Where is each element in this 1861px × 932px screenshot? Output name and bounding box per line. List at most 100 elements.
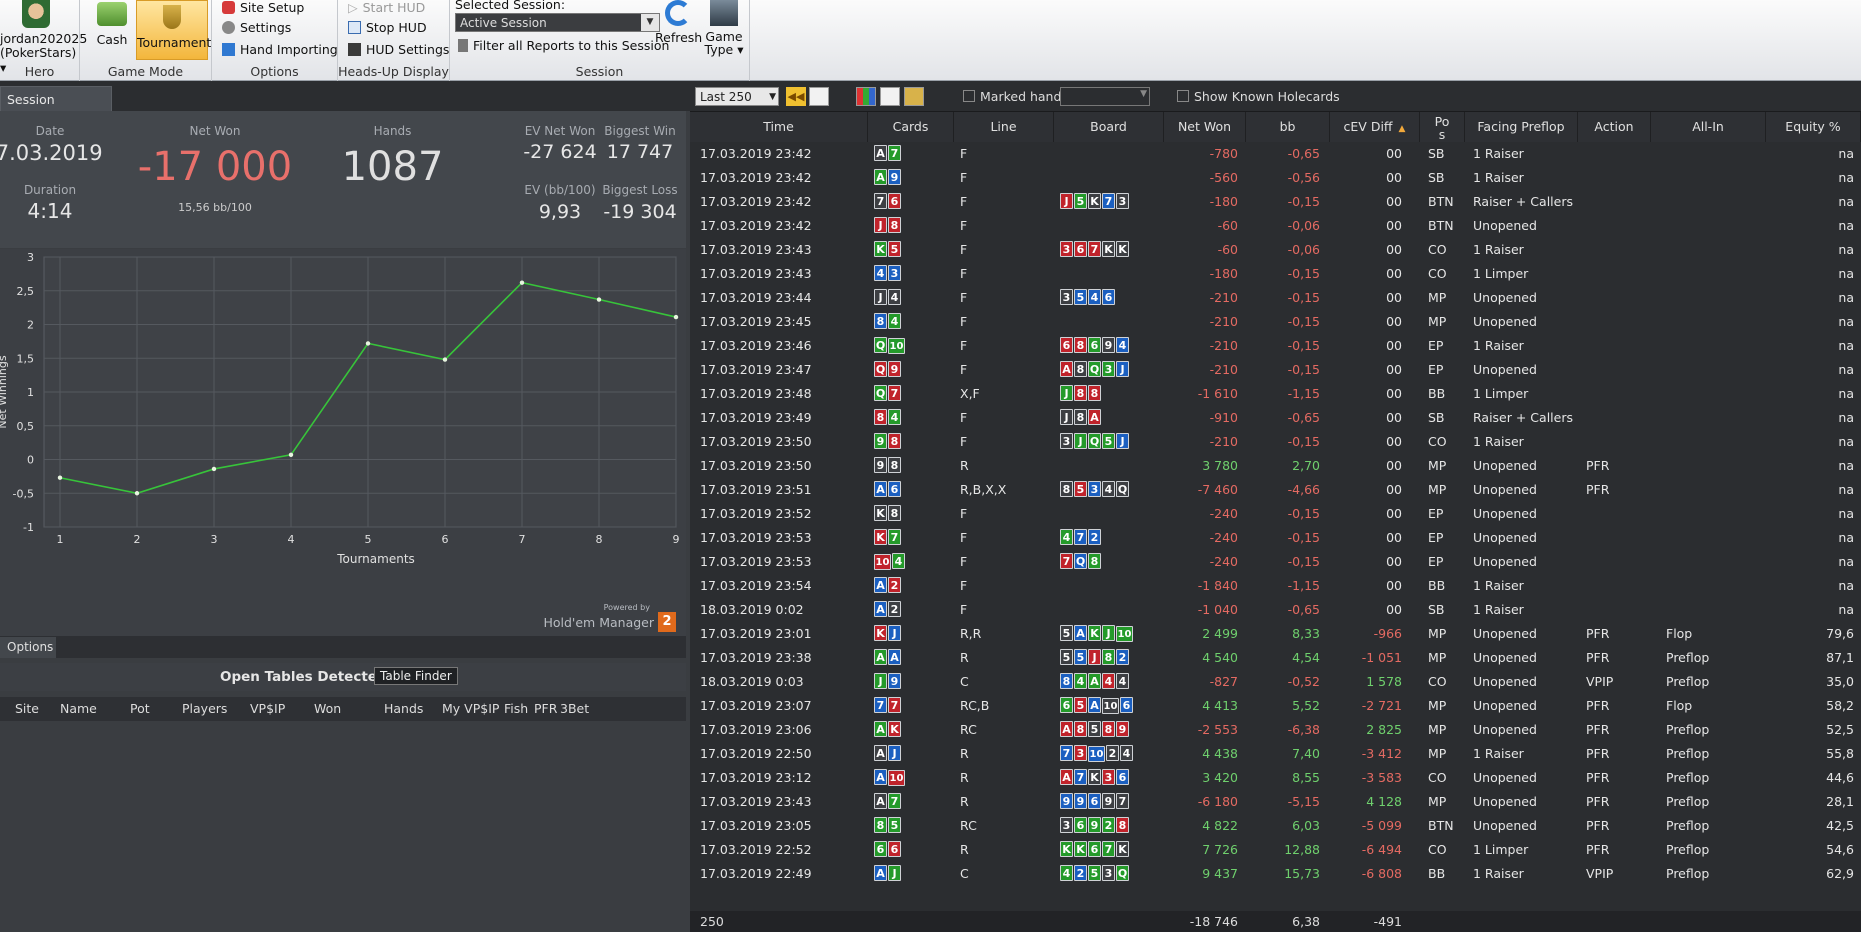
table-row[interactable]: 17.03.2019 23:05 8 5 RC 3 6 9 2 8 4 822 6,03 -5 099… <box>690 814 1861 838</box>
site-setup-icon <box>222 1 235 14</box>
table-row[interactable]: 17.03.2019 23:07 7 7 RC,B 6 5 A 10 6 4 413 5,52 -2 … <box>690 694 1861 718</box>
table-row[interactable]: 17.03.2019 22:52 6 6 R K K 6 7 K 7 726 12,88 -6 494… <box>690 838 1861 862</box>
table-row[interactable]: 17.03.2019 22:49 A J C 4 2 5 3 Q 9 437 15,73 -6 808… <box>690 862 1861 886</box>
playing-card: 6 <box>1074 241 1087 257</box>
bar-chart-icon[interactable] <box>880 87 900 106</box>
tournament-button[interactable]: Tournament <box>136 0 211 60</box>
chevron-down-icon[interactable]: ▼ <box>641 14 659 31</box>
table-row[interactable]: 17.03.2019 23:42 J 8 F -60 -0,06 00 BTN Unopened… <box>690 214 1861 238</box>
marked-hands-checkbox[interactable] <box>963 90 975 102</box>
tab-session-summary[interactable]: Session Summary <box>0 86 112 132</box>
playing-card: 5 <box>888 817 901 833</box>
hand-line: F <box>960 530 968 545</box>
table-row[interactable]: 17.03.2019 23:47 Q 9 F A 8 Q 3 J -210 -0,15 00 EP Uno… <box>690 358 1861 382</box>
col-facing-preflop[interactable]: Facing Preflop <box>1465 112 1578 142</box>
hand-importing-button[interactable]: Hand Importing <box>222 42 338 57</box>
hero-name[interactable]: jordan202025 <box>0 31 88 46</box>
table-row[interactable]: 17.03.2019 23:43 K 5 F 3 6 7 K K -60 -0,06 00 CO 1 Ra… <box>690 238 1861 262</box>
known-holecards-checkbox[interactable] <box>1177 90 1189 102</box>
col-all-in[interactable]: All-In <box>1651 112 1766 142</box>
table-row[interactable]: 17.03.2019 23:54 A 2 F -1 840 -1,15 00 BB 1 Rais… <box>690 574 1861 598</box>
table-finder-button[interactable]: Table Finder <box>374 667 458 685</box>
playing-card: K <box>1116 841 1129 857</box>
stop-hud-button[interactable]: Stop HUD <box>348 20 427 35</box>
table-row[interactable]: 17.03.2019 23:48 Q 7 X,F J 8 8 -1 610 -1,15 00 BB 1… <box>690 382 1861 406</box>
refresh-button[interactable]: Refresh <box>655 0 702 45</box>
table-row[interactable]: 17.03.2019 23:46 Q 10 F 6 8 6 9 4 -210 -0,15 00 EP 1 … <box>690 334 1861 358</box>
table-row[interactable]: 17.03.2019 23:51 A 6 R,B,X,X 8 5 3 4 Q -7 460 -4,6… <box>690 478 1861 502</box>
table-row[interactable]: 17.03.2019 23:01 K J R,R 5 A K J 10 2 499 8,33 -966… <box>690 622 1861 646</box>
table-row[interactable]: 17.03.2019 23:42 A 9 F -560 -0,56 00 SB 1 Raiser… <box>690 166 1861 190</box>
playing-card: 9 <box>1060 793 1073 809</box>
table-row[interactable]: 18.03.2019 0:03 J 9 C 8 4 A 4 4 -827 -0,52 1 578 CO U… <box>690 670 1861 694</box>
session-select[interactable]: Active Session ▼ <box>455 13 660 32</box>
cash-button[interactable]: Cash <box>92 2 132 47</box>
hero-site[interactable]: (PokerStars) ▾ <box>0 45 77 75</box>
col-site[interactable]: Site <box>15 701 39 716</box>
table-row[interactable]: 17.03.2019 23:50 9 8 R 3 780 2,70 00 MP Unopened… <box>690 454 1861 478</box>
col-3bet[interactable]: 3Bet <box>560 701 590 716</box>
col-cards[interactable]: Cards <box>868 112 954 142</box>
table-row[interactable]: 17.03.2019 23:44 J 4 F 3 5 4 6 -210 -0,15 00 MP Unop… <box>690 286 1861 310</box>
col-hands[interactable]: Hands <box>384 701 424 716</box>
col-bb[interactable]: bb <box>1246 112 1330 142</box>
col-line[interactable]: Line <box>954 112 1054 142</box>
playing-card: 5 <box>1060 649 1073 665</box>
col-pos[interactable]: Pos <box>1420 112 1465 142</box>
col-net-won[interactable]: Net Won <box>1164 112 1246 142</box>
table-row[interactable]: 17.03.2019 23:45 8 4 F -210 -0,15 00 MP Unopened… <box>690 310 1861 334</box>
range-select[interactable]: Last 250 ▼ <box>695 87 779 106</box>
table-row[interactable]: 17.03.2019 23:43 A 7 R 9 9 6 9 7 -6 180 -5,15 4 128… <box>690 790 1861 814</box>
game-type-button[interactable]: Game Type ▾ <box>701 0 747 56</box>
filter-session-button[interactable]: Filter all Reports to this Session <box>458 38 669 53</box>
trophy-icon[interactable] <box>904 87 924 106</box>
table-row[interactable]: 17.03.2019 23:53 K 7 F 4 7 2 -240 -0,15 00 EP Unope… <box>690 526 1861 550</box>
hud-settings-button[interactable]: HUD Settings <box>348 42 449 57</box>
options-button[interactable]: Options <box>0 637 56 658</box>
playing-card: 4 <box>1102 673 1115 689</box>
rewind-icon[interactable]: ◀◀ <box>786 87 806 106</box>
col-won[interactable]: Won <box>314 701 342 716</box>
table-row[interactable]: 17.03.2019 23:12 A 10 R A 7 K 3 6 3 420 8,55 -3 583… <box>690 766 1861 790</box>
start-hud-button[interactable]: ▷ Start HUD <box>348 0 426 15</box>
table-row[interactable]: 17.03.2019 23:42 7 6 F J 5 K 7 3 -180 -0,15 00 BTN Ra… <box>690 190 1861 214</box>
table-row[interactable]: 17.03.2019 23:43 4 3 F -180 -0,15 00 CO 1 Limper… <box>690 262 1861 286</box>
chevron-down-icon[interactable]: ▼ <box>1140 89 1147 99</box>
col-action[interactable]: Action <box>1578 112 1651 142</box>
chevron-down-icon[interactable]: ▼ <box>769 92 776 102</box>
col-name[interactable]: Name <box>60 701 97 716</box>
table-row[interactable]: 17.03.2019 23:50 9 8 F 3 J Q 5 J -210 -0,15 00 CO 1 R… <box>690 430 1861 454</box>
table-row[interactable]: 17.03.2019 23:06 A K RC A 8 5 8 9 -2 553 -6,38 2 82… <box>690 718 1861 742</box>
col-time[interactable]: Time <box>690 112 868 142</box>
col-my-vpip[interactable]: My VP$IP <box>442 701 500 716</box>
col-fish[interactable]: Fish <box>504 701 529 716</box>
hand-all-in: Preflop <box>1666 770 1710 785</box>
marked-hands-select[interactable]: ▼ <box>1060 87 1150 106</box>
settings-button[interactable]: Settings <box>222 20 291 35</box>
table-row[interactable]: 17.03.2019 23:52 K 8 F -240 -0,15 00 EP Unopened… <box>690 502 1861 526</box>
playing-card: 9 <box>888 673 901 689</box>
y-tick-label: 1,5 <box>17 352 35 365</box>
table-row[interactable]: 17.03.2019 23:42 A 7 F -780 -0,65 00 SB 1 Raiser… <box>690 142 1861 166</box>
cards-icon[interactable] <box>809 87 829 106</box>
table-row[interactable]: 17.03.2019 23:53 10 4 F 7 Q 8 -240 -0,15 00 EP Unop… <box>690 550 1861 574</box>
col-equity[interactable]: Equity % <box>1766 112 1861 142</box>
col-cev-diff[interactable]: cEV Diff ▲ <box>1330 112 1420 142</box>
col-board[interactable]: Board <box>1054 112 1164 142</box>
col-pot[interactable]: Pot <box>130 701 150 716</box>
table-row[interactable]: 17.03.2019 23:49 8 4 F J 8 A -910 -0,65 00 SB Raise… <box>690 406 1861 430</box>
table-row[interactable]: 17.03.2019 22:50 A J R 7 3 10 2 4 4 438 7,40 -3 412… <box>690 742 1861 766</box>
hand-action: PFR <box>1586 818 1610 833</box>
table-row[interactable]: 18.03.2019 0:02 A 2 F -1 040 -0,65 00 SB 1 Raise… <box>690 598 1861 622</box>
col-players[interactable]: Players <box>182 701 228 716</box>
col-vpip[interactable]: VP$IP <box>250 701 286 716</box>
site-setup-button[interactable]: Site Setup <box>222 0 304 15</box>
avatar[interactable] <box>22 0 50 28</box>
table-row[interactable]: 17.03.2019 23:38 A A R 5 5 J 8 2 4 540 4,54 -1 051 M… <box>690 646 1861 670</box>
grid-icon[interactable] <box>856 87 876 106</box>
col-pfr[interactable]: PFR <box>534 701 558 716</box>
hand-facing-preflop: Unopened <box>1473 722 1537 737</box>
hand-bb: -0,65 <box>1287 602 1320 617</box>
